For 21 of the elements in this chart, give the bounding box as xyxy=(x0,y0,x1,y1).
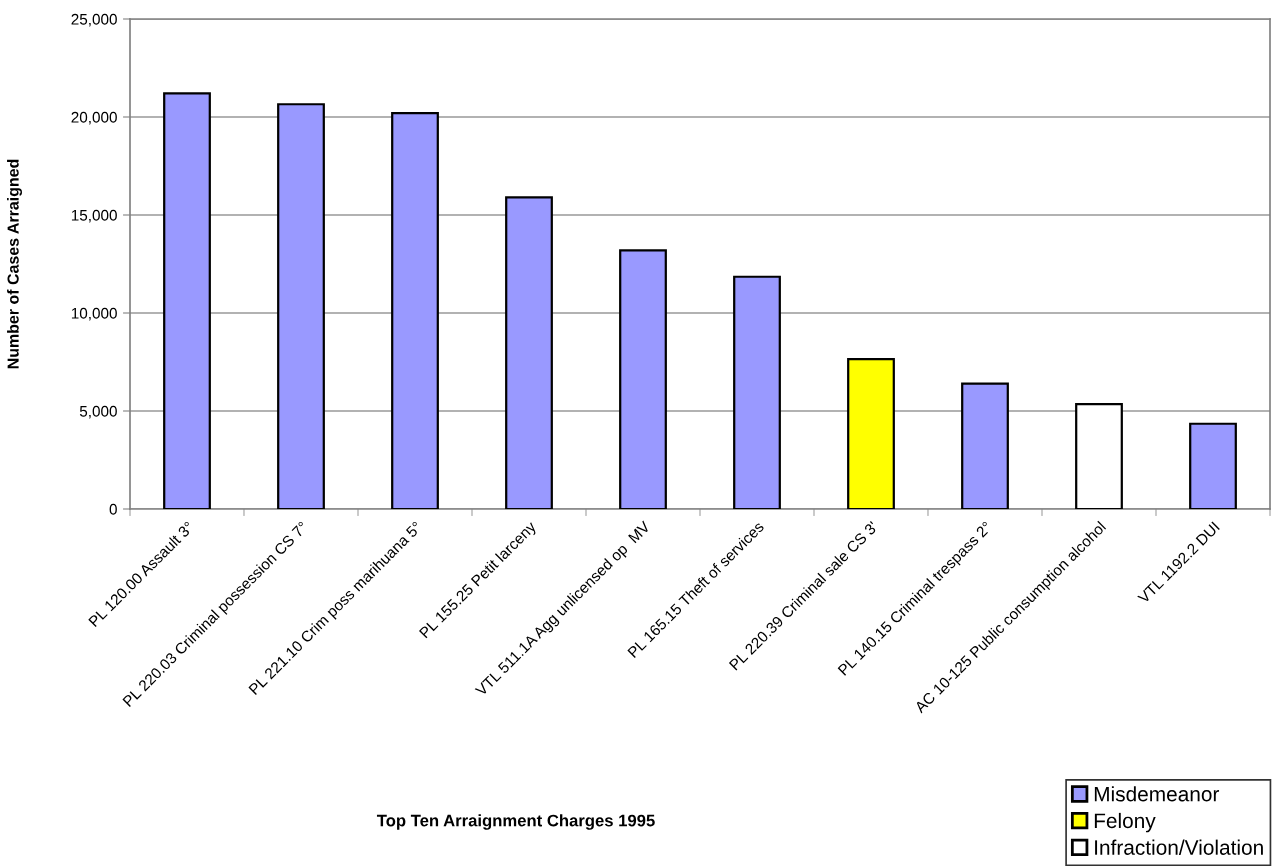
bar xyxy=(163,92,211,509)
text: Top Ten Arraignment Charges 1995 xyxy=(376,814,655,830)
y-tick-label: 20,000 xyxy=(71,111,117,125)
legend-label: Misdemeanor xyxy=(1094,786,1220,802)
bar xyxy=(733,275,781,509)
y-tick-label: 15,000 xyxy=(71,209,117,223)
bar xyxy=(505,196,553,509)
bar xyxy=(847,357,895,509)
legend-label: Infraction/Violation xyxy=(1095,839,1263,855)
y-axis-title: Number of Cases Arraigned xyxy=(7,159,22,369)
y-tick-label: 5,000 xyxy=(79,405,117,419)
bar xyxy=(1075,403,1123,509)
bar xyxy=(619,249,667,509)
y-tick-label: 25,000 xyxy=(71,13,117,27)
y-tick-label: 10,000 xyxy=(71,307,117,321)
y-tick-label: 0 xyxy=(109,503,117,515)
bar xyxy=(391,111,439,509)
bar xyxy=(277,103,325,509)
bar xyxy=(961,382,1009,509)
legend-label: Felony xyxy=(1094,812,1156,833)
bar xyxy=(1189,422,1237,509)
